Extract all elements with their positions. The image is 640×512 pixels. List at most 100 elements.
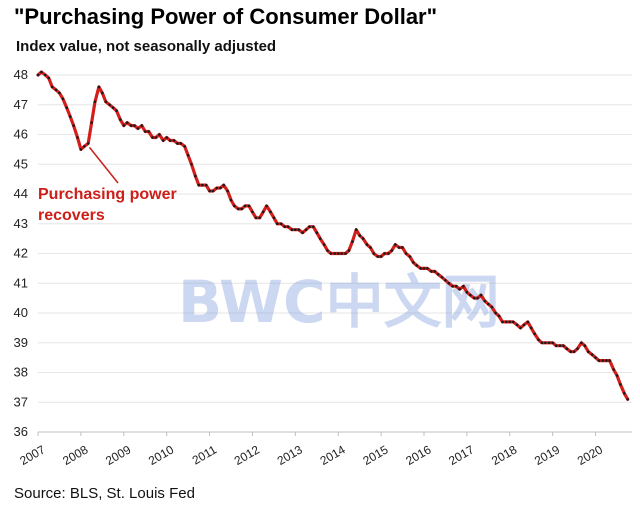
data-point <box>351 240 354 243</box>
data-point <box>547 341 551 345</box>
data-point <box>58 91 61 95</box>
data-point <box>487 302 490 306</box>
data-point <box>140 124 144 127</box>
data-point <box>165 136 168 139</box>
data-point <box>336 252 340 255</box>
data-point <box>436 273 440 276</box>
data-point <box>240 207 243 211</box>
data-point <box>511 320 515 324</box>
annotation-text-line-1: Purchasing power <box>38 186 177 203</box>
data-point <box>290 228 294 231</box>
x-tick-label: 2011 <box>190 442 220 467</box>
y-tick-label: 44 <box>14 186 28 201</box>
data-point <box>537 338 540 342</box>
data-point <box>426 267 429 270</box>
data-point <box>369 246 372 249</box>
data-point <box>544 341 547 345</box>
data-point <box>258 216 262 220</box>
data-point <box>72 124 75 127</box>
data-point <box>44 73 47 77</box>
data-point <box>172 139 176 142</box>
x-tick-label: 2008 <box>60 442 90 468</box>
data-point <box>265 204 268 208</box>
data-point <box>565 347 569 351</box>
y-tick-label: 43 <box>14 216 28 231</box>
data-point <box>125 121 129 124</box>
data-point <box>501 320 504 324</box>
data-point <box>226 189 229 193</box>
data-point <box>147 130 150 133</box>
data-point <box>36 73 40 77</box>
y-tick-label: 41 <box>14 275 28 290</box>
data-point <box>151 136 154 139</box>
data-point <box>376 255 380 258</box>
x-tick-label: 2020 <box>575 442 605 468</box>
data-point <box>594 356 597 359</box>
data-point <box>454 284 458 288</box>
series-path <box>36 70 630 401</box>
data-point <box>440 276 444 279</box>
data-point <box>233 204 236 208</box>
data-point <box>276 222 279 226</box>
data-point <box>68 115 72 118</box>
data-point <box>322 243 326 246</box>
data-point <box>50 85 54 89</box>
data-point <box>551 341 554 345</box>
data-point <box>562 344 565 348</box>
data-point <box>569 350 572 354</box>
data-point <box>190 163 193 166</box>
data-point <box>79 148 83 151</box>
data-point <box>161 139 165 142</box>
data-point <box>533 332 536 336</box>
data-point <box>583 344 587 348</box>
data-point <box>404 252 408 255</box>
data-point <box>347 249 351 252</box>
annotation-arrow <box>88 146 119 184</box>
data-point <box>54 88 58 92</box>
y-tick-label: 46 <box>14 127 28 142</box>
data-point <box>365 243 369 246</box>
data-point <box>397 246 401 249</box>
data-point <box>490 305 494 309</box>
data-point <box>47 76 50 80</box>
data-point <box>65 106 68 109</box>
data-point <box>286 225 290 228</box>
data-point <box>318 237 322 240</box>
data-point <box>329 252 333 255</box>
data-point <box>605 359 608 362</box>
x-axis: 2007 2008 2009 2010 2011 2012 2013 2014 2015 2016… <box>17 431 632 468</box>
y-tick-label: 42 <box>14 246 28 261</box>
data-point <box>522 323 526 327</box>
data-point <box>526 320 530 324</box>
data-point <box>590 353 594 356</box>
watermark: BWC中文网 <box>178 268 500 336</box>
x-tick-label: 2014 <box>318 442 348 468</box>
data-point <box>176 142 179 145</box>
data-point <box>433 270 437 273</box>
data-point <box>554 344 558 348</box>
data-point <box>580 341 583 345</box>
data-point <box>619 383 622 386</box>
data-point <box>447 282 451 285</box>
data-point <box>97 85 101 89</box>
data-point <box>387 252 390 255</box>
x-tick-label: 2013 <box>275 442 305 468</box>
data-point <box>251 210 254 214</box>
data-point <box>315 231 319 234</box>
x-tick-label: 2007 <box>17 442 47 468</box>
data-point <box>215 186 219 190</box>
data-point <box>358 234 362 237</box>
data-point <box>304 228 308 231</box>
data-point <box>211 189 215 193</box>
chart-title: "Purchasing Power of Consumer Dollar" <box>14 4 438 29</box>
data-point <box>558 344 562 348</box>
data-point <box>115 109 118 112</box>
source-note: Source: BLS, St. Louis Fed <box>14 485 195 502</box>
data-point <box>422 267 426 270</box>
x-tick-label: 2019 <box>532 442 562 468</box>
data-point <box>247 204 251 208</box>
annotation: Purchasing power recovers <box>38 146 177 224</box>
data-point <box>283 225 286 228</box>
data-point <box>615 374 619 377</box>
